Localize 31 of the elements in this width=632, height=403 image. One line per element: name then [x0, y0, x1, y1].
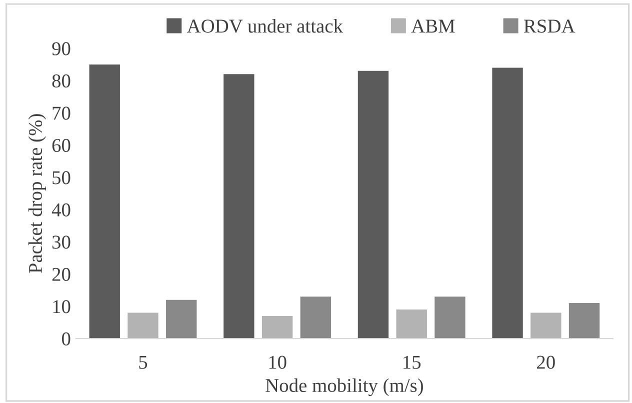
- y-tick-label: 30: [52, 236, 70, 249]
- bar: [128, 312, 158, 339]
- bar: [262, 316, 293, 339]
- legend-label: AODV under attack: [186, 19, 343, 33]
- y-tick-label: 60: [52, 138, 70, 152]
- y-tick-label: 40: [52, 203, 70, 216]
- bar: [530, 312, 562, 339]
- y-tick-label: 90: [52, 42, 70, 56]
- y-tick-label: 80: [52, 74, 70, 88]
- bar: [396, 310, 427, 339]
- y-tick-label: 20: [52, 268, 70, 281]
- y-tick-label: 70: [52, 106, 70, 120]
- y-axis-title: Packet drop rate (%): [28, 114, 46, 274]
- bar: [89, 64, 120, 339]
- y-tick-label: 50: [52, 171, 70, 184]
- bar: [492, 68, 523, 339]
- bar: [568, 303, 600, 339]
- legend-label: ABM: [411, 20, 455, 33]
- bar: [358, 70, 389, 339]
- y-tick-label: 0: [62, 332, 70, 346]
- x-tick-label: 5: [139, 356, 148, 369]
- bar: [166, 300, 197, 339]
- y-tick-label: 10: [53, 300, 70, 314]
- x-tick-label: 20: [537, 356, 555, 369]
- bar: [300, 296, 332, 339]
- x-axis-title: Node mobility (m/s): [266, 378, 423, 396]
- x-tick-label: 10: [269, 356, 286, 369]
- bar: [434, 296, 466, 339]
- x-tick-label: 15: [404, 356, 421, 369]
- bar: [224, 74, 254, 339]
- legend-label: RSDA: [524, 20, 576, 33]
